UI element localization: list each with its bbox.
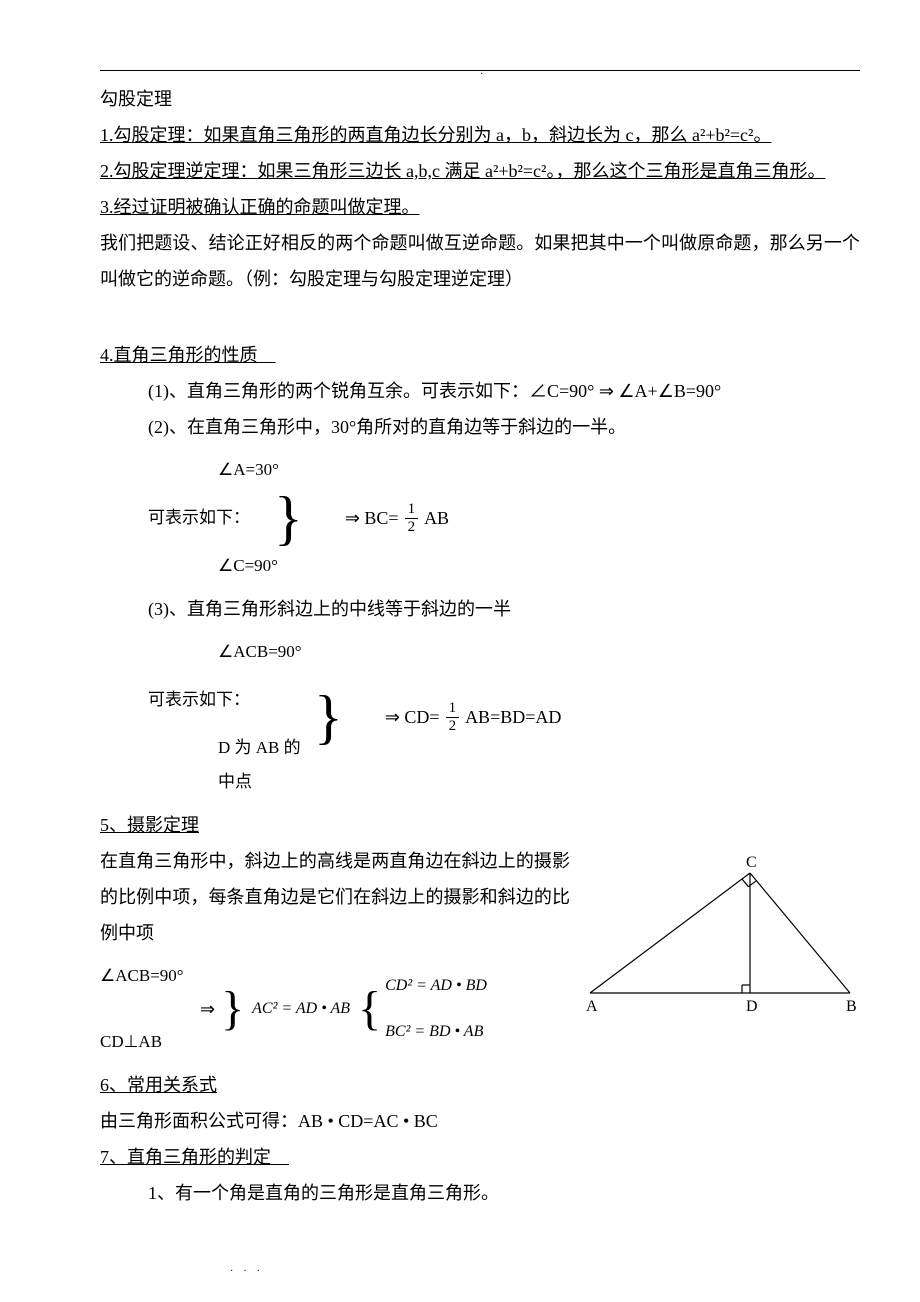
header-dot: · bbox=[480, 65, 483, 85]
item-4: 4.直角三角形的性质 bbox=[100, 337, 860, 373]
brace-left-icon: { bbox=[358, 985, 381, 1033]
block3-eq1: CD² = AD • BD bbox=[385, 970, 487, 1002]
title: 勾股定理 bbox=[100, 81, 860, 117]
item-3: 3.经过证明被确认正确的命题叫做定理。 bbox=[100, 189, 860, 225]
svg-text:C: C bbox=[746, 854, 757, 871]
item-6-body: 由三角形面积公式可得：AB • CD=AC • BC bbox=[100, 1103, 860, 1139]
item-4-3: (3)、直角三角形斜边上的中线等于斜边的一半 bbox=[100, 591, 860, 627]
block2-label: 可表示如下： bbox=[148, 669, 250, 731]
block1-line1: ∠A=30° bbox=[148, 453, 279, 487]
item-3-body: 我们把题设、结论正好相反的两个命题叫做互逆命题。如果把其中一个叫做原命题，那么另… bbox=[100, 225, 860, 297]
block1-line2: ∠C=90° bbox=[148, 549, 278, 583]
brace-icon: } bbox=[314, 687, 343, 747]
block3-eq2: BC² = BD • AB bbox=[385, 1016, 483, 1048]
block3-mid: AC² = AD • AB bbox=[252, 993, 350, 1025]
block2-result: ⇒ CD= 12 AB=BD=AD bbox=[385, 699, 562, 735]
brace-icon: } bbox=[221, 985, 244, 1033]
item-2: 2.勾股定理逆定理：如果三角形三边长 a,b,c 满足 a²+b²=c²。，那么… bbox=[100, 153, 860, 189]
block1-result: ⇒ BC= 12 AB bbox=[345, 500, 449, 536]
item-5: 5、摄影定理 bbox=[100, 807, 860, 843]
brace-icon: } bbox=[274, 488, 303, 548]
svg-text:B: B bbox=[846, 998, 857, 1015]
item-4-2: (2)、在直角三角形中，30°角所对的直角边等于斜边的一半。 bbox=[100, 409, 860, 445]
footer-dots: ··· bbox=[230, 1262, 270, 1282]
item-4-1: (1)、直角三角形的两个锐角互余。可表示如下：∠C=90° ⇒ ∠A+∠B=90… bbox=[100, 373, 860, 409]
formula-block-2: ∠ACB=90° 可表示如下： D 为 AB 的中点 } ⇒ CD= 12 AB… bbox=[100, 635, 860, 799]
item-7-1: 1、有一个角是直角的三角形是直角三角形。 bbox=[100, 1175, 860, 1211]
item-6: 6、常用关系式 bbox=[100, 1067, 860, 1103]
item-7: 7、直角三角形的判定 bbox=[100, 1139, 860, 1175]
block2-line1: ∠ACB=90° bbox=[148, 635, 302, 669]
block1-label: 可表示如下： bbox=[148, 487, 250, 549]
block3-line1: ∠ACB=90° bbox=[100, 959, 184, 993]
block2-line2: D 为 AB 的中点 bbox=[148, 731, 308, 799]
svg-text:D: D bbox=[746, 998, 758, 1015]
formula-block-3: ∠ACB=90° CD⊥AB ⇒ } AC² = AD • AB { CD² =… bbox=[100, 959, 570, 1059]
item-1: 1.勾股定理：如果直角三角形的两直角边长分别为 a，b，斜边长为 c，那么 a²… bbox=[100, 117, 860, 153]
header-rule: · bbox=[100, 70, 860, 71]
block3-line2: CD⊥AB bbox=[100, 1025, 162, 1059]
formula-block-1: ∠A=30° 可表示如下： ∠C=90° } ⇒ BC= 12 AB bbox=[100, 453, 860, 583]
svg-text:A: A bbox=[586, 998, 598, 1015]
arrow-icon: ⇒ bbox=[200, 991, 215, 1027]
triangle-figure: A B C D bbox=[580, 853, 860, 1023]
